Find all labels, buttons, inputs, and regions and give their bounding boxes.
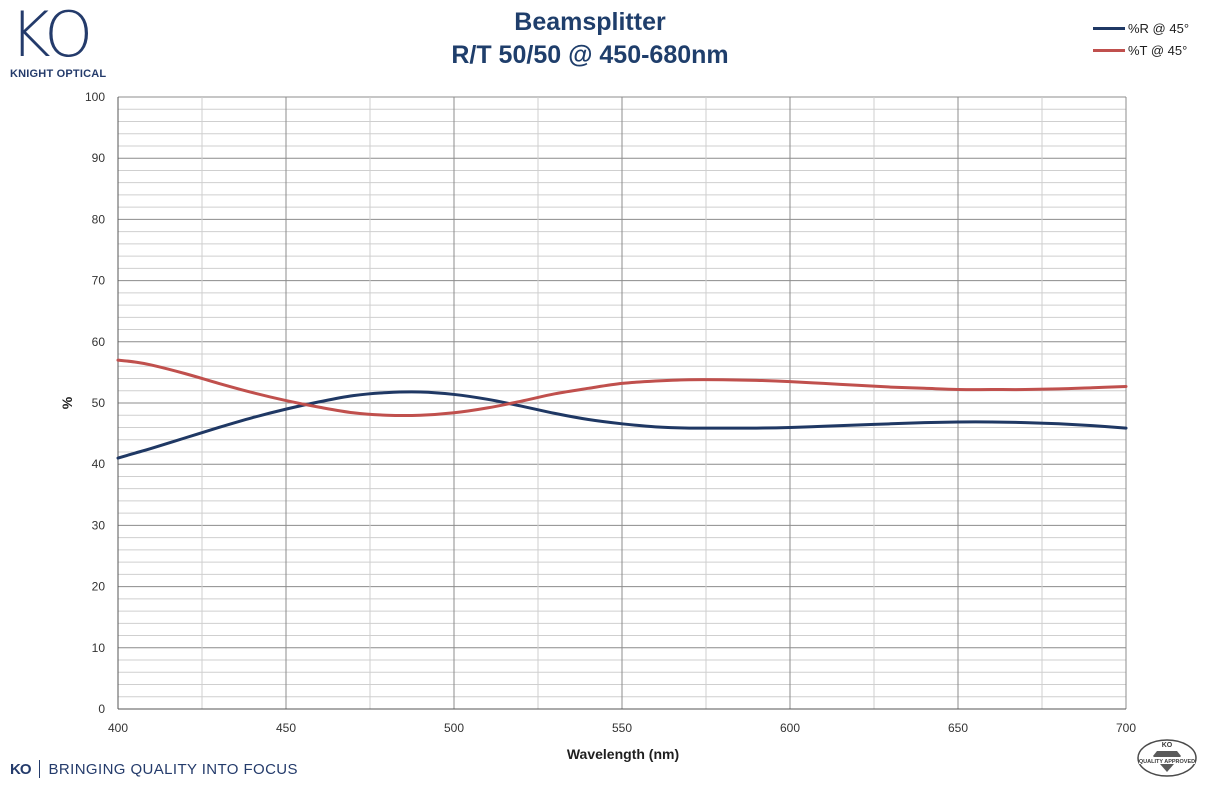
y-tick-label: 40 — [92, 457, 106, 471]
x-tick-label: 450 — [276, 721, 296, 735]
footer-tagline-bar: KO BRINGING QUALITY INTO FOCUS — [10, 760, 298, 778]
badge-bottom-text: QUALITY APPROVED — [1139, 759, 1195, 765]
legend-item-t: %T @ 45° — [1093, 39, 1189, 61]
x-axis-label: Wavelength (nm) — [567, 746, 679, 762]
y-tick-label: 100 — [85, 90, 105, 104]
tick-labels: 0 10 20 30 40 50 60 70 80 90 100 400 450 500 550 600 650… — [85, 90, 1136, 735]
quality-approved-badge: KO QUALITY APPROVED — [1137, 739, 1197, 777]
x-tick-label: 650 — [948, 721, 968, 735]
footer-tagline: BRINGING QUALITY INTO FOCUS — [48, 760, 298, 778]
footer-divider — [38, 760, 40, 778]
axes — [117, 97, 1126, 710]
y-tick-label: 90 — [92, 151, 106, 165]
y-tick-label: 30 — [92, 518, 106, 532]
chart-title-block: Beamsplitter R/T 50/50 @ 450-680nm — [0, 6, 1180, 72]
y-tick-label: 80 — [92, 212, 106, 226]
chart-title: Beamsplitter — [514, 8, 666, 36]
y-tick-label: 70 — [92, 274, 106, 288]
x-tick-label: 400 — [108, 721, 128, 735]
y-tick-label: 20 — [92, 580, 106, 594]
legend-label-r: %R @ 45° — [1128, 20, 1190, 36]
logo-text: KNIGHT OPTICAL — [10, 68, 107, 80]
legend-item-r: %R @ 45° — [1093, 17, 1189, 39]
legend-swatch-t — [1093, 48, 1125, 52]
badge-top-text: KO — [1162, 742, 1173, 749]
y-tick-label: 50 — [92, 396, 106, 410]
chart-legend: %R @ 45° %T @ 45° — [1093, 17, 1189, 61]
y-tick-label: 0 — [98, 702, 105, 716]
y-axis-label: % — [59, 396, 75, 409]
x-tick-label: 600 — [780, 721, 800, 735]
x-tick-label: 500 — [444, 721, 464, 735]
series-line-r — [116, 390, 1128, 460]
y-tick-label: 60 — [92, 335, 106, 349]
badge-text-band — [1139, 757, 1195, 764]
legend-swatch-r — [1093, 26, 1125, 30]
x-tick-label: 550 — [612, 721, 632, 735]
series-line-t — [116, 358, 1128, 418]
data-series — [116, 358, 1128, 460]
grid-lines — [118, 96, 1127, 709]
logo-mark: KO — [10, 0, 93, 71]
y-tick-label: 10 — [92, 641, 106, 655]
legend-label-t: %T @ 45° — [1128, 42, 1188, 58]
knight-optical-logo: KO KNIGHT OPTICAL — [10, 0, 130, 81]
footer-logo-mark: KO — [10, 760, 31, 778]
chart-subtitle: R/T 50/50 @ 450-680nm — [451, 41, 729, 69]
x-tick-label: 700 — [1116, 721, 1136, 735]
